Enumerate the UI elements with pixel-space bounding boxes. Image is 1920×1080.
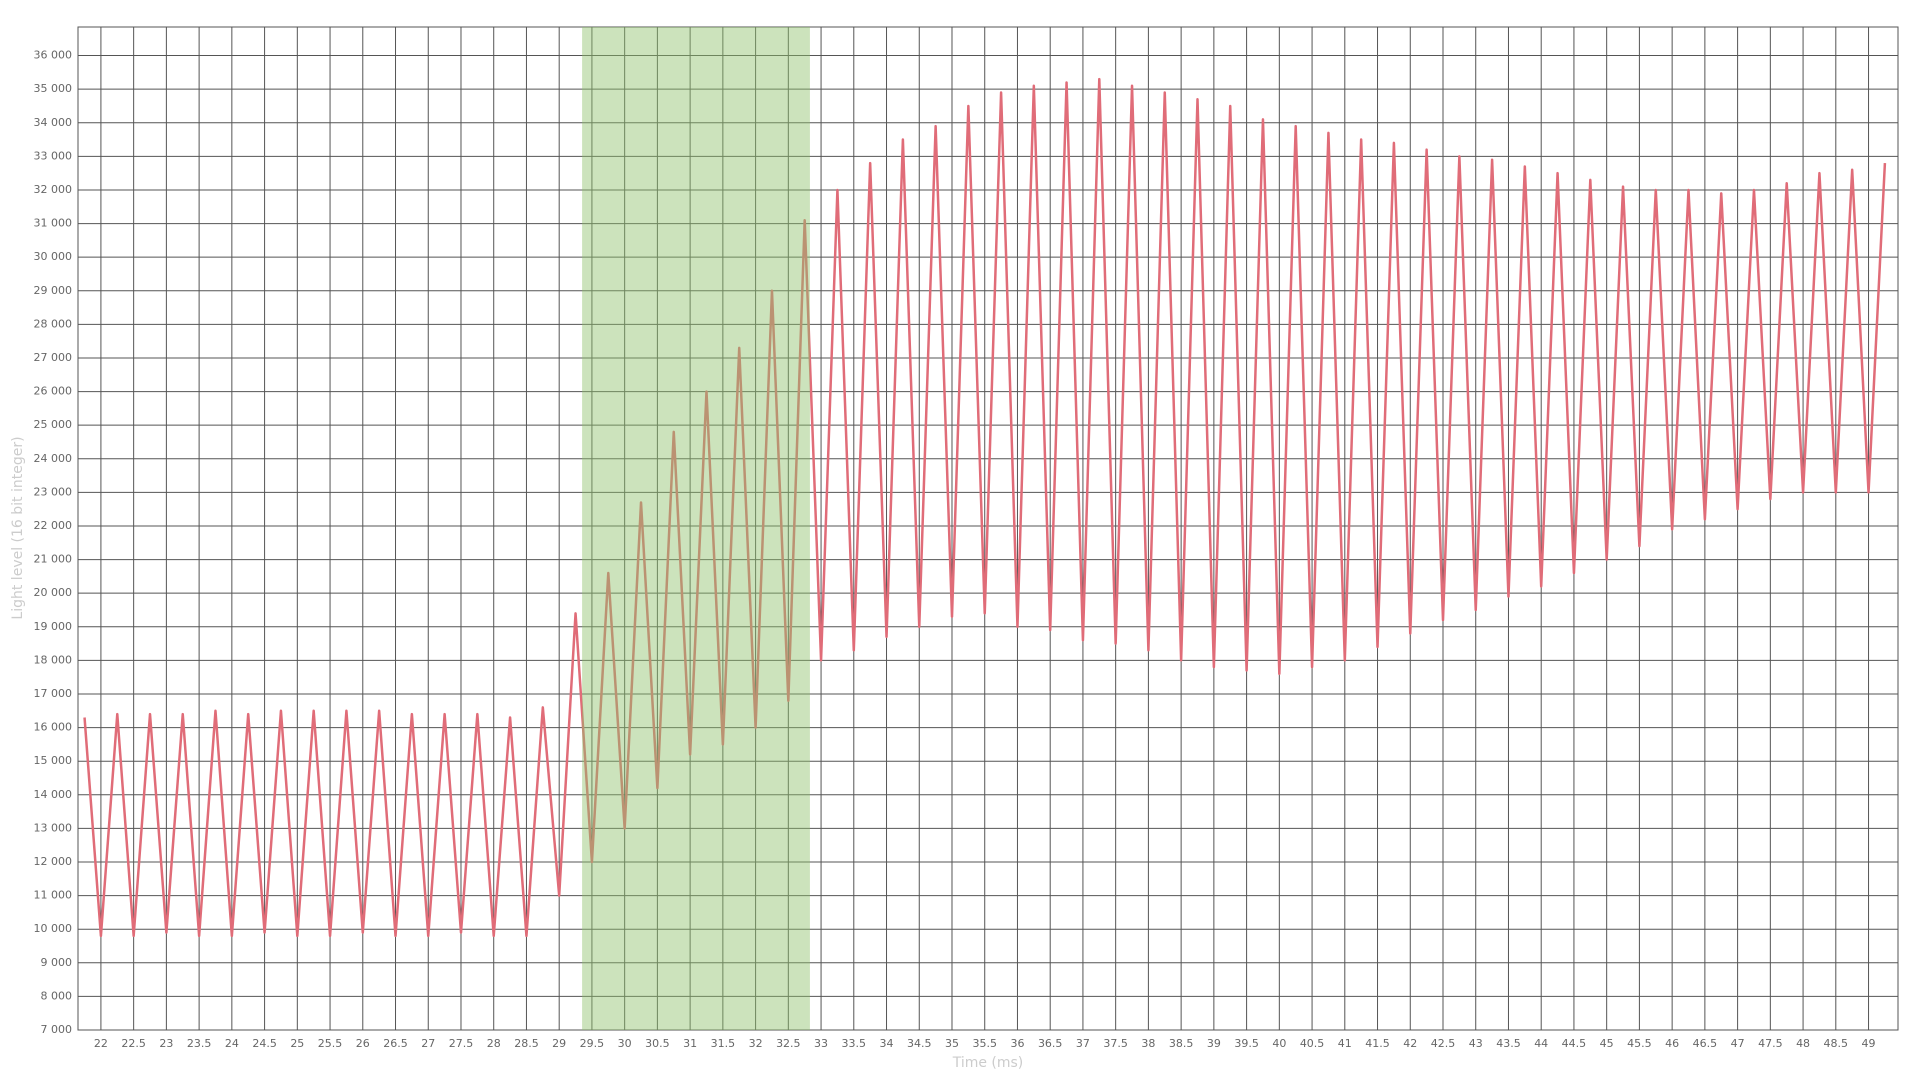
x-tick-label: 49 — [1862, 1037, 1876, 1050]
y-tick-label: 19 000 — [34, 620, 73, 633]
x-tick-label: 33 — [814, 1037, 828, 1050]
x-tick-label: 44 — [1534, 1037, 1548, 1050]
x-tick-label: 32.5 — [776, 1037, 801, 1050]
y-tick-label: 24 000 — [34, 452, 73, 465]
x-tick-label: 35 — [945, 1037, 959, 1050]
y-tick-label: 8 000 — [41, 989, 73, 1002]
x-tick-label: 39 — [1207, 1037, 1221, 1050]
x-tick-label: 39.5 — [1234, 1037, 1259, 1050]
x-tick-label: 26.5 — [383, 1037, 408, 1050]
x-tick-label: 23.5 — [187, 1037, 212, 1050]
y-tick-label: 27 000 — [34, 351, 73, 364]
y-tick-label: 28 000 — [34, 317, 73, 330]
x-tick-label: 31 — [683, 1037, 697, 1050]
x-tick-label: 27 — [421, 1037, 435, 1050]
x-tick-label: 26 — [356, 1037, 370, 1050]
x-tick-label: 34 — [880, 1037, 894, 1050]
x-tick-label: 45.5 — [1627, 1037, 1652, 1050]
x-tick-label: 36 — [1010, 1037, 1024, 1050]
x-tick-label: 47 — [1731, 1037, 1745, 1050]
x-tick-label: 38.5 — [1169, 1037, 1194, 1050]
y-tick-label: 21 000 — [34, 553, 73, 566]
x-tick-label: 44.5 — [1562, 1037, 1587, 1050]
x-tick-label: 24.5 — [252, 1037, 277, 1050]
y-tick-label: 30 000 — [34, 250, 73, 263]
x-tick-label: 22.5 — [121, 1037, 146, 1050]
x-tick-label: 30 — [618, 1037, 632, 1050]
y-tick-label: 17 000 — [34, 687, 73, 700]
x-tick-label: 43 — [1469, 1037, 1483, 1050]
x-tick-label: 48.5 — [1824, 1037, 1849, 1050]
x-tick-label: 25 — [290, 1037, 304, 1050]
y-tick-label: 16 000 — [34, 721, 73, 734]
y-tick-label: 15 000 — [34, 754, 73, 767]
x-tick-label: 23 — [159, 1037, 173, 1050]
x-tick-label: 40.5 — [1300, 1037, 1325, 1050]
y-tick-label: 7 000 — [41, 1023, 73, 1036]
y-tick-label: 18 000 — [34, 653, 73, 666]
y-tick-label: 12 000 — [34, 855, 73, 868]
y-tick-label: 26 000 — [34, 385, 73, 398]
y-tick-label: 25 000 — [34, 418, 73, 431]
y-tick-label: 11 000 — [34, 889, 73, 902]
y-tick-label: 23 000 — [34, 485, 73, 498]
x-tick-label: 37 — [1076, 1037, 1090, 1050]
x-tick-label: 37.5 — [1103, 1037, 1128, 1050]
x-tick-label: 45 — [1600, 1037, 1614, 1050]
x-tick-label: 22 — [94, 1037, 108, 1050]
x-tick-label: 31.5 — [711, 1037, 736, 1050]
x-tick-label: 32 — [749, 1037, 763, 1050]
y-axis-title: Light level (16 bit integer) — [10, 436, 26, 619]
x-tick-label: 30.5 — [645, 1037, 670, 1050]
y-tick-label: 33 000 — [34, 149, 73, 162]
x-tick-label: 36.5 — [1038, 1037, 1063, 1050]
x-tick-label: 41.5 — [1365, 1037, 1390, 1050]
y-tick-label: 31 000 — [34, 217, 73, 230]
x-tick-label: 42 — [1403, 1037, 1417, 1050]
y-tick-label: 10 000 — [34, 922, 73, 935]
x-tick-label: 24 — [225, 1037, 239, 1050]
y-tick-label: 29 000 — [34, 284, 73, 297]
x-tick-label: 46.5 — [1693, 1037, 1718, 1050]
y-tick-label: 20 000 — [34, 586, 73, 599]
y-tick-label: 9 000 — [41, 956, 73, 969]
y-tick-label: 34 000 — [34, 116, 73, 129]
x-tick-label: 34.5 — [907, 1037, 932, 1050]
y-tick-label: 32 000 — [34, 183, 73, 196]
y-tick-label: 22 000 — [34, 519, 73, 532]
x-tick-label: 46 — [1665, 1037, 1679, 1050]
x-tick-label: 28.5 — [514, 1037, 539, 1050]
x-tick-label: 47.5 — [1758, 1037, 1783, 1050]
x-tick-label: 42.5 — [1431, 1037, 1456, 1050]
y-tick-label: 13 000 — [34, 821, 73, 834]
y-tick-label: 14 000 — [34, 788, 73, 801]
highlight-band — [582, 27, 810, 1030]
x-tick-label: 41 — [1338, 1037, 1352, 1050]
x-tick-label: 29.5 — [580, 1037, 605, 1050]
x-axis-title: Time (ms) — [952, 1055, 1024, 1071]
y-tick-label: 35 000 — [34, 82, 73, 95]
signal-line — [83, 77, 1887, 938]
x-tick-label: 27.5 — [449, 1037, 474, 1050]
y-tick-label: 36 000 — [34, 49, 73, 62]
x-tick-label: 25.5 — [318, 1037, 343, 1050]
x-tick-label: 48 — [1796, 1037, 1810, 1050]
x-tick-label: 40 — [1272, 1037, 1286, 1050]
x-tick-label: 29 — [552, 1037, 566, 1050]
x-tick-label: 35.5 — [972, 1037, 997, 1050]
x-tick-label: 43.5 — [1496, 1037, 1521, 1050]
x-tick-label: 38 — [1141, 1037, 1155, 1050]
x-tick-label: 28 — [487, 1037, 501, 1050]
x-tick-label: 33.5 — [842, 1037, 867, 1050]
